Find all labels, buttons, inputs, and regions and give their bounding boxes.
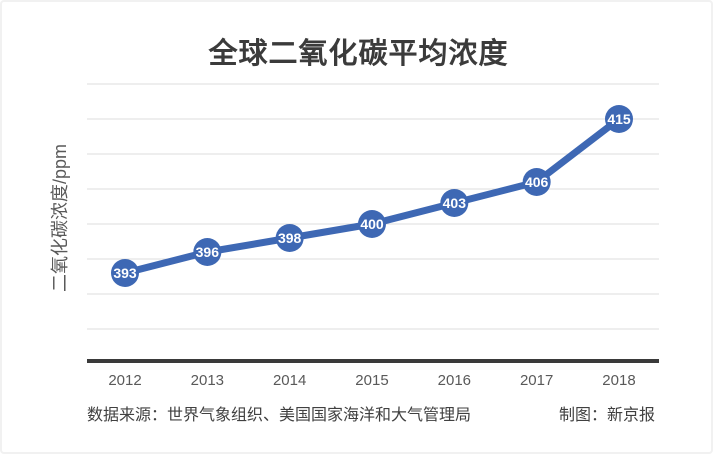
data-point-label: 393 [113,265,137,281]
data-point-marker [111,259,139,287]
data-point-label: 406 [525,174,549,190]
data-point-label: 403 [443,195,467,211]
data-source-note: 数据来源：世界气象组织、美国国家海洋和大气管理局 [87,407,472,424]
x-tick-label: 2015 [355,372,388,389]
data-point-marker [193,238,222,266]
data-point-marker [440,189,469,217]
x-tick-label: 2014 [273,372,306,389]
x-tick-label: 2013 [191,372,224,389]
credit-note: 制图：新京报 [558,407,655,424]
data-point-marker [522,168,551,196]
chart-title: 全球二氧化碳平均浓度 [208,38,509,70]
data-point-marker [275,224,304,252]
chart-footer: 数据来源：世界气象组织、美国国家海洋和大气管理局 制图：新京报 [87,401,655,425]
x-tick-label: 2016 [438,372,471,389]
data-point-label: 400 [360,216,384,232]
data-point-marker [357,210,386,238]
data-point-label: 415 [607,111,631,127]
data-point-label: 398 [278,230,302,246]
x-tick-label: 2017 [520,372,553,389]
data-point-marker [604,105,633,133]
x-tick-label: 2018 [602,372,635,389]
x-tick-label: 2012 [108,372,141,389]
data-point-label: 396 [196,244,220,260]
